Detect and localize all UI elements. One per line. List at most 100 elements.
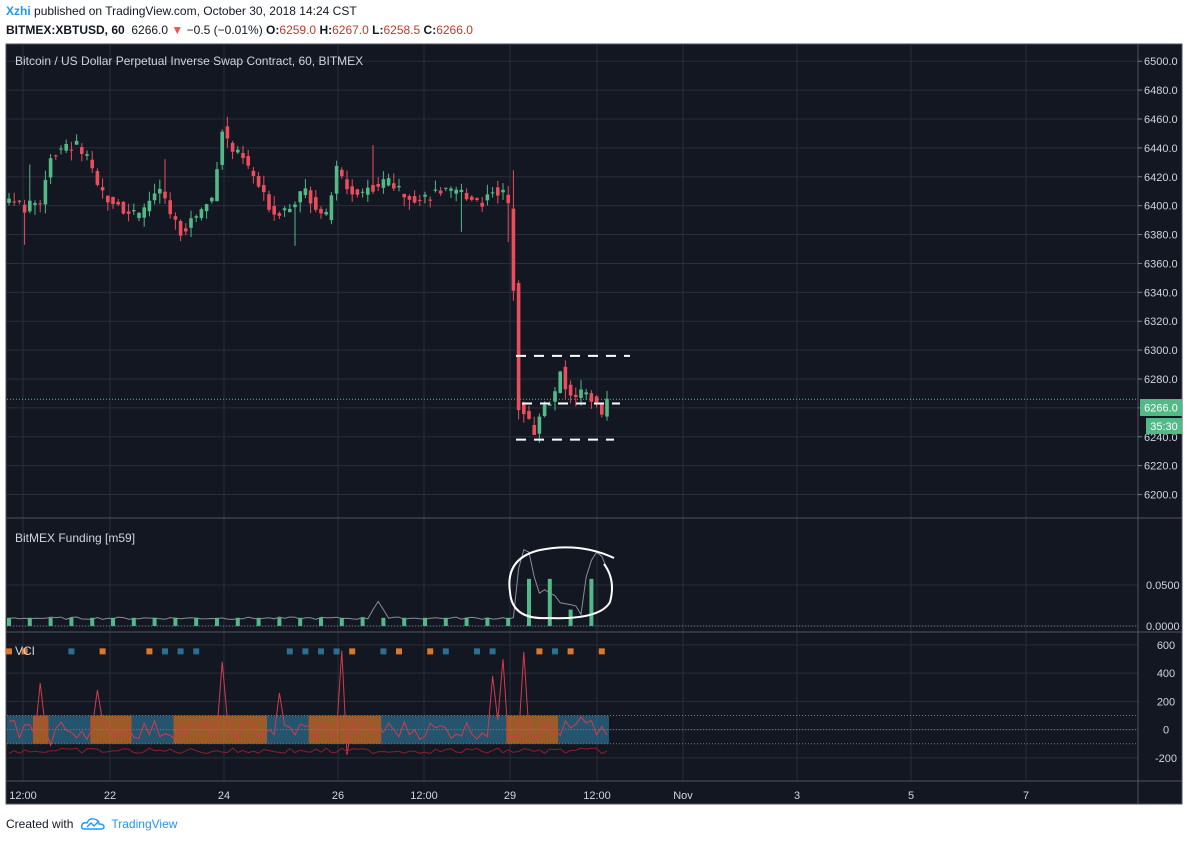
candle	[496, 180, 500, 204]
funding-bar	[173, 617, 178, 626]
funding-axis: 0.0500 0.0000	[1146, 580, 1180, 633]
candle	[574, 387, 578, 407]
vci-marker	[302, 648, 309, 655]
price-tick-label: 6480.0	[1144, 85, 1178, 97]
candle	[215, 161, 219, 202]
open-value: 6259.0	[279, 23, 317, 37]
candle	[449, 186, 453, 198]
candle	[334, 160, 339, 201]
funding-tick-label: 0.0500	[1146, 580, 1180, 592]
symbol-label[interactable]: BITMEX:XBTUSD, 60	[6, 23, 125, 37]
candle	[605, 390, 609, 421]
candle	[288, 203, 292, 213]
time-tick-label: 5	[908, 790, 914, 802]
funding-bar	[90, 617, 95, 626]
vci-tick-label: 200	[1157, 696, 1175, 708]
candle	[48, 154, 53, 185]
candle	[553, 387, 557, 411]
candle	[444, 187, 448, 192]
pane-separators	[6, 44, 1182, 804]
time-tick-label: 22	[104, 790, 116, 802]
candle	[418, 194, 422, 206]
time-tick-label: 12:00	[410, 790, 438, 802]
candle	[293, 201, 297, 246]
vci-marker	[318, 648, 324, 655]
candle	[558, 370, 562, 394]
candle	[90, 150, 94, 173]
candle	[126, 203, 131, 222]
vci-marker	[396, 648, 402, 655]
vci-marker	[162, 648, 168, 655]
vci-band-segment	[90, 715, 132, 744]
candle	[173, 212, 178, 230]
funding-bar	[152, 617, 157, 626]
candle	[314, 189, 318, 213]
vci-marker	[286, 648, 293, 655]
price-tick-label: 6380.0	[1144, 230, 1178, 242]
candle	[246, 149, 250, 170]
price-tick-label: 6320.0	[1144, 316, 1178, 328]
funding-bar	[277, 617, 282, 626]
main-chart-title: Bitcoin / US Dollar Perpetual Inverse Sw…	[15, 54, 363, 68]
candle	[251, 166, 256, 184]
candle	[74, 134, 79, 145]
candle	[178, 219, 183, 241]
funding-bar	[298, 617, 303, 626]
candle	[454, 186, 458, 202]
price-tick-label: 6240.0	[1144, 432, 1178, 444]
candle	[267, 190, 271, 213]
funding-bar	[131, 617, 136, 626]
funding-bar	[506, 617, 511, 626]
candle	[137, 212, 141, 222]
low-value: 6258.5	[383, 23, 421, 37]
vci-pane[interactable]	[6, 648, 1138, 756]
price-change: −0.5 (−0.01%)	[186, 23, 263, 37]
candle	[428, 196, 432, 208]
candle	[121, 201, 126, 215]
vci-marker	[442, 648, 449, 655]
chart-area[interactable]: 6500.0 6480.0 6460.0 6440.0 6420.0 6400.0 6380…	[0, 42, 1188, 807]
funding-pane[interactable]	[7, 546, 1138, 627]
funding-bar	[360, 617, 365, 626]
low-label: L:	[372, 23, 384, 37]
candle	[142, 203, 146, 227]
candle	[85, 150, 89, 161]
candle	[392, 173, 396, 191]
funding-bar	[464, 617, 469, 626]
vci-title: VCI	[15, 644, 35, 658]
funding-tick-label: 0.0000	[1146, 621, 1180, 633]
candle	[298, 191, 302, 213]
candle	[220, 129, 224, 170]
candle	[106, 195, 110, 211]
candle	[464, 188, 469, 201]
funding-bar	[27, 617, 32, 626]
author-link[interactable]: Xzhi	[6, 4, 31, 18]
tradingview-link[interactable]: TradingView	[111, 817, 178, 831]
candle	[412, 190, 417, 204]
candle	[28, 164, 32, 214]
price-pane[interactable]	[7, 116, 1138, 443]
funding-bar	[7, 617, 11, 626]
price-tick-label: 6340.0	[1144, 287, 1178, 299]
chart-header: Xzhi published on TradingView.com, Octob…	[6, 2, 1186, 42]
candle	[319, 206, 323, 219]
candle	[33, 200, 37, 215]
vci-marker	[598, 648, 605, 655]
candle	[568, 380, 573, 404]
funding-bar	[48, 617, 53, 626]
candle	[210, 196, 214, 204]
price-axis: 6500.0 6480.0 6460.0 6440.0 6420.0 6400.0 6380…	[1138, 56, 1178, 502]
candle	[579, 380, 583, 406]
candle	[594, 395, 599, 408]
vci-line	[8, 650, 608, 756]
price-tick-label: 6220.0	[1144, 461, 1178, 473]
funding-bar	[443, 617, 448, 626]
candle	[194, 214, 198, 222]
candle	[329, 192, 334, 225]
candle	[59, 145, 63, 155]
vci-marker	[349, 648, 356, 655]
vci-band-segment	[131, 715, 174, 744]
vci-axis: 600 400 200 0 -200	[1155, 640, 1177, 765]
down-arrow-icon: ▼	[171, 23, 184, 37]
price-tick-label: 6300.0	[1144, 345, 1178, 357]
